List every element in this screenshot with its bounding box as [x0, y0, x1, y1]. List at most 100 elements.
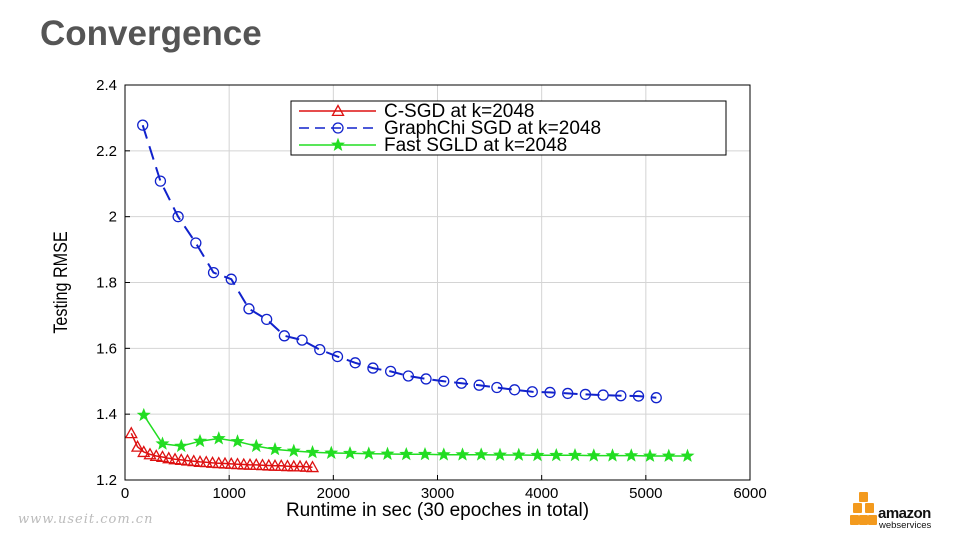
data-point: [278, 330, 291, 342]
data-point: [508, 384, 521, 396]
data-point: [624, 448, 639, 462]
data-point: [380, 446, 395, 461]
x-tick-label: 1000: [212, 485, 245, 502]
aws-cube: [868, 515, 877, 525]
data-point: [305, 444, 320, 459]
data-point: [597, 389, 609, 401]
data-point: [192, 433, 208, 448]
data-point: [299, 459, 313, 472]
data-point: [243, 458, 257, 470]
series-line: [136, 407, 695, 462]
data-point: [579, 388, 592, 401]
data-point: [296, 334, 308, 346]
data-point: [367, 362, 379, 374]
data-point: [650, 392, 662, 404]
data-point: [331, 350, 344, 363]
aws-cube: [865, 503, 874, 513]
data-point: [174, 453, 188, 465]
data-point: [474, 447, 489, 461]
data-point: [361, 446, 376, 460]
x-tick-label: 4000: [525, 485, 558, 502]
data-point: [230, 457, 245, 470]
data-point: [526, 386, 538, 398]
y-tick-label: 1.2: [96, 472, 117, 489]
data-point: [280, 459, 295, 472]
legend-label: C-SGD at k=2048: [384, 101, 535, 122]
data-point: [218, 456, 232, 469]
data-point: [207, 266, 220, 279]
aws-logo-subtitle: webservices: [879, 520, 932, 531]
data-point: [143, 447, 157, 460]
data-point: [473, 379, 485, 391]
x-tick-label: 0: [121, 485, 129, 502]
data-point: [615, 390, 627, 402]
series-line: [124, 426, 320, 473]
data-point: [237, 457, 251, 470]
data-point: [137, 119, 149, 131]
data-point: [205, 456, 220, 468]
data-point: [642, 448, 658, 462]
data-point: [491, 381, 503, 394]
axis-ticks: 0 1000 2000 3000 4000 5000 6000 1.2 1.4 1.6 1.8 2 2.…: [96, 77, 767, 502]
aws-cube: [853, 503, 862, 513]
data-point: [155, 450, 170, 463]
data-point: [349, 357, 361, 369]
data-point: [455, 447, 470, 461]
data-point: [172, 211, 184, 223]
data-point: [243, 303, 255, 315]
data-point: [455, 377, 468, 389]
y-tick-label: 1.6: [96, 340, 117, 357]
data-point: [199, 455, 213, 468]
data-point: [399, 446, 414, 461]
data-point: [268, 459, 282, 471]
data-point: [605, 448, 620, 462]
aws-logo: amazon webservices: [850, 490, 950, 534]
data-point: [492, 447, 508, 461]
data-point: [562, 387, 574, 400]
data-point: [187, 454, 201, 467]
series-line: [137, 119, 662, 404]
x-tick-label: 6000: [733, 485, 766, 502]
data-point: [149, 449, 163, 462]
legend-entry: Fast SGLD at k=2048: [299, 135, 567, 156]
y-tick-label: 1.8: [96, 275, 117, 292]
series-layer: [124, 119, 695, 473]
data-point: [130, 439, 145, 452]
series-path: [141, 124, 657, 399]
data-point: [632, 390, 645, 402]
data-point: [314, 343, 326, 356]
series-path: [143, 414, 688, 457]
y-tick-label: 2.2: [96, 143, 117, 160]
slide-title: Convergence: [40, 14, 262, 53]
data-point: [193, 455, 207, 467]
data-point: [287, 459, 301, 472]
data-point: [154, 175, 167, 187]
x-tick-label: 2000: [317, 485, 350, 502]
aws-cubes-icon: [850, 492, 877, 525]
data-point: [286, 443, 301, 458]
data-point: [230, 434, 245, 448]
y-axis-label: Testing RMSE: [50, 231, 72, 333]
data-point: [293, 459, 307, 472]
legend-entry: GraphChi SGD at k=2048: [299, 118, 601, 139]
data-point: [544, 386, 556, 399]
y-tick-label: 2.4: [96, 77, 117, 94]
data-point: [224, 457, 238, 469]
data-point: [549, 447, 564, 462]
data-point: [137, 445, 151, 458]
data-point: [324, 445, 339, 460]
data-point: [330, 137, 346, 152]
data-point: [255, 458, 270, 471]
data-point: [438, 375, 450, 387]
data-point: [155, 436, 170, 450]
data-point: [212, 456, 226, 469]
data-point: [680, 448, 695, 462]
data-point: [162, 451, 176, 464]
legend-label: GraphChi SGD at k=2048: [384, 118, 601, 139]
data-point: [124, 426, 138, 439]
y-tick-label: 2: [109, 209, 117, 226]
data-point: [331, 104, 345, 117]
data-point: [262, 458, 276, 471]
